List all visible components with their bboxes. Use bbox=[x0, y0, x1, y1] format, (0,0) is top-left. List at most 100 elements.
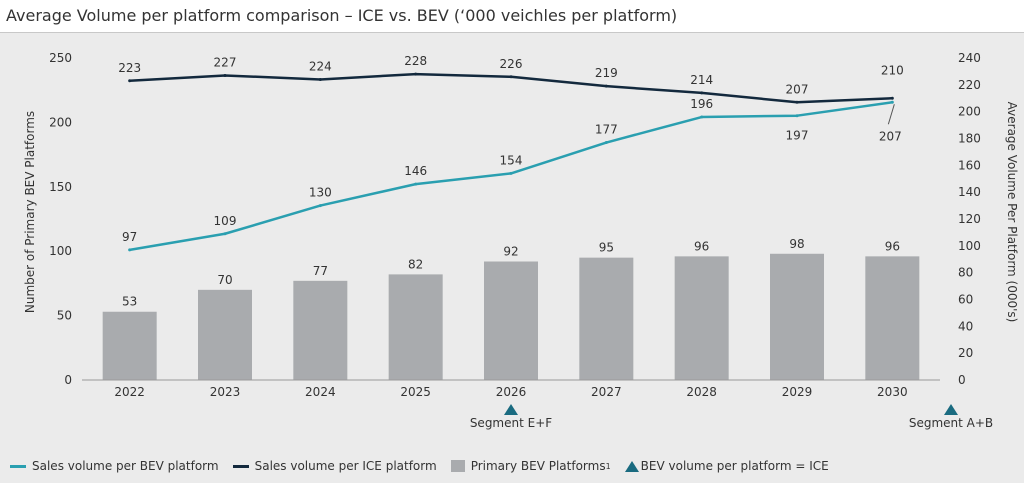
chart-legend: Sales volume per BEV platform Sales volu… bbox=[10, 456, 843, 476]
right-tick-240: 240 bbox=[958, 51, 981, 65]
bar-platforms-2029 bbox=[770, 253, 824, 380]
bar-label-2024: 77 bbox=[313, 264, 328, 278]
label-bev-2028: 196 bbox=[690, 97, 713, 111]
x-tick-2022: 2022 bbox=[114, 385, 145, 399]
point-bev-2028 bbox=[700, 115, 704, 119]
bar-label-2023: 70 bbox=[217, 273, 232, 287]
right-tick-220: 220 bbox=[958, 78, 981, 92]
x-tick-2028: 2028 bbox=[686, 385, 717, 399]
title-divider bbox=[0, 32, 1024, 33]
right-axis-title: Average Volume Per Platform (000's) bbox=[1005, 102, 1019, 323]
left-tick-200: 200 bbox=[49, 115, 72, 129]
line-ice bbox=[129, 72, 893, 104]
x-tick-2024: 2024 bbox=[305, 385, 336, 399]
label-ice-2028: 214 bbox=[690, 73, 713, 87]
x-tick-2023: 2023 bbox=[210, 385, 241, 399]
right-tick-60: 60 bbox=[958, 293, 973, 307]
point-ice-2026 bbox=[509, 75, 513, 79]
point-ice-2028 bbox=[700, 91, 704, 95]
bar-label-2026: 92 bbox=[503, 245, 518, 259]
label-ice-2027: 219 bbox=[595, 66, 618, 80]
legend-label-platforms: Primary BEV Platforms bbox=[470, 459, 606, 473]
point-bev-2026 bbox=[509, 171, 513, 175]
legend-item-platforms: Primary BEV Platforms 1 bbox=[450, 459, 611, 473]
legend-item-bev: Sales volume per BEV platform bbox=[10, 459, 219, 473]
right-tick-200: 200 bbox=[958, 105, 981, 119]
right-tick-120: 120 bbox=[958, 212, 981, 226]
left-tick-250: 250 bbox=[49, 51, 72, 65]
legend-label-ice: Sales volume per ICE platform bbox=[254, 459, 437, 473]
bar-label-2030: 96 bbox=[885, 239, 900, 253]
legend-swatch-bev bbox=[10, 464, 26, 468]
label-bev-2024: 130 bbox=[309, 186, 332, 200]
right-tick-80: 80 bbox=[958, 266, 973, 280]
point-bev-2023 bbox=[223, 232, 227, 236]
bar-label-2027: 95 bbox=[599, 241, 614, 255]
point-ice-2023 bbox=[223, 73, 227, 77]
chart-title: Average Volume per platform comparison –… bbox=[6, 6, 678, 25]
x-tick-2025: 2025 bbox=[400, 385, 431, 399]
label-ice-2025: 228 bbox=[404, 54, 427, 68]
point-bev-2024 bbox=[318, 204, 322, 208]
label-leader-bev-2030 bbox=[887, 104, 895, 125]
right-tick-180: 180 bbox=[958, 132, 981, 146]
bar-label-2025: 82 bbox=[408, 257, 423, 271]
label-ice-2030: 210 bbox=[881, 63, 904, 77]
right-tick-140: 140 bbox=[958, 185, 981, 199]
bar-platforms-2025 bbox=[388, 274, 443, 380]
x-tick-2029: 2029 bbox=[782, 385, 813, 399]
left-tick-150: 150 bbox=[49, 180, 72, 194]
marker-triangle-icon bbox=[944, 404, 958, 415]
left-tick-0: 0 bbox=[64, 373, 72, 387]
legend-triangle-icon bbox=[624, 460, 639, 472]
line-bev bbox=[129, 101, 893, 252]
left-axis-title: Number of Primary BEV Platforms bbox=[23, 111, 37, 313]
left-tick-100: 100 bbox=[49, 244, 72, 258]
legend-item-parity: BEV volume per platform = ICE bbox=[624, 459, 829, 473]
bar-platforms-2028 bbox=[674, 256, 729, 380]
bar-label-2029: 98 bbox=[789, 237, 804, 251]
legend-swatch-platforms bbox=[450, 460, 465, 472]
bar-label-2028: 96 bbox=[694, 239, 709, 253]
label-ice-2024: 224 bbox=[309, 59, 332, 73]
label-ice-2023: 227 bbox=[214, 55, 237, 69]
x-tick-2030: 2030 bbox=[877, 385, 908, 399]
label-bev-2023: 109 bbox=[214, 214, 237, 228]
bar-platforms-2023 bbox=[198, 289, 252, 380]
bar-platforms-2024 bbox=[293, 280, 348, 380]
label-bev-2027: 177 bbox=[595, 123, 618, 137]
point-ice-2024 bbox=[318, 77, 322, 81]
label-ice-2029: 207 bbox=[786, 82, 809, 96]
right-tick-100: 100 bbox=[958, 239, 981, 253]
right-tick-20: 20 bbox=[958, 346, 973, 360]
bar-platforms-2026 bbox=[484, 261, 538, 380]
marker-triangle-icon bbox=[504, 404, 518, 415]
legend-item-ice: Sales volume per ICE platform bbox=[232, 459, 437, 473]
point-ice-2027 bbox=[604, 84, 608, 88]
marker-label-e-f: Segment E+F bbox=[470, 416, 552, 430]
point-ice-2025 bbox=[414, 72, 418, 76]
label-ice-2022: 223 bbox=[118, 61, 141, 75]
point-ice-2029 bbox=[795, 100, 799, 104]
point-ice-2022 bbox=[128, 79, 132, 83]
label-bev-2029: 197 bbox=[786, 129, 809, 143]
label-bev-2030: 207 bbox=[879, 129, 902, 143]
bar-platforms-2027 bbox=[579, 257, 634, 380]
point-bev-2025 bbox=[414, 182, 418, 186]
point-bev-2022 bbox=[128, 248, 132, 252]
legend-label-bev: Sales volume per BEV platform bbox=[32, 459, 219, 473]
bar-label-2022: 53 bbox=[122, 295, 137, 309]
right-tick-40: 40 bbox=[958, 319, 973, 333]
point-bev-2030 bbox=[890, 100, 894, 104]
label-bev-2022: 97 bbox=[122, 230, 137, 244]
x-tick-2027: 2027 bbox=[591, 385, 622, 399]
left-tick-50: 50 bbox=[57, 309, 72, 323]
right-tick-0: 0 bbox=[958, 373, 966, 387]
label-ice-2026: 226 bbox=[500, 57, 523, 71]
right-tick-160: 160 bbox=[958, 158, 981, 172]
point-ice-2030 bbox=[890, 96, 894, 100]
legend-swatch-ice bbox=[232, 464, 249, 468]
bar-platforms-2030 bbox=[865, 256, 920, 380]
point-bev-2029 bbox=[795, 114, 799, 118]
